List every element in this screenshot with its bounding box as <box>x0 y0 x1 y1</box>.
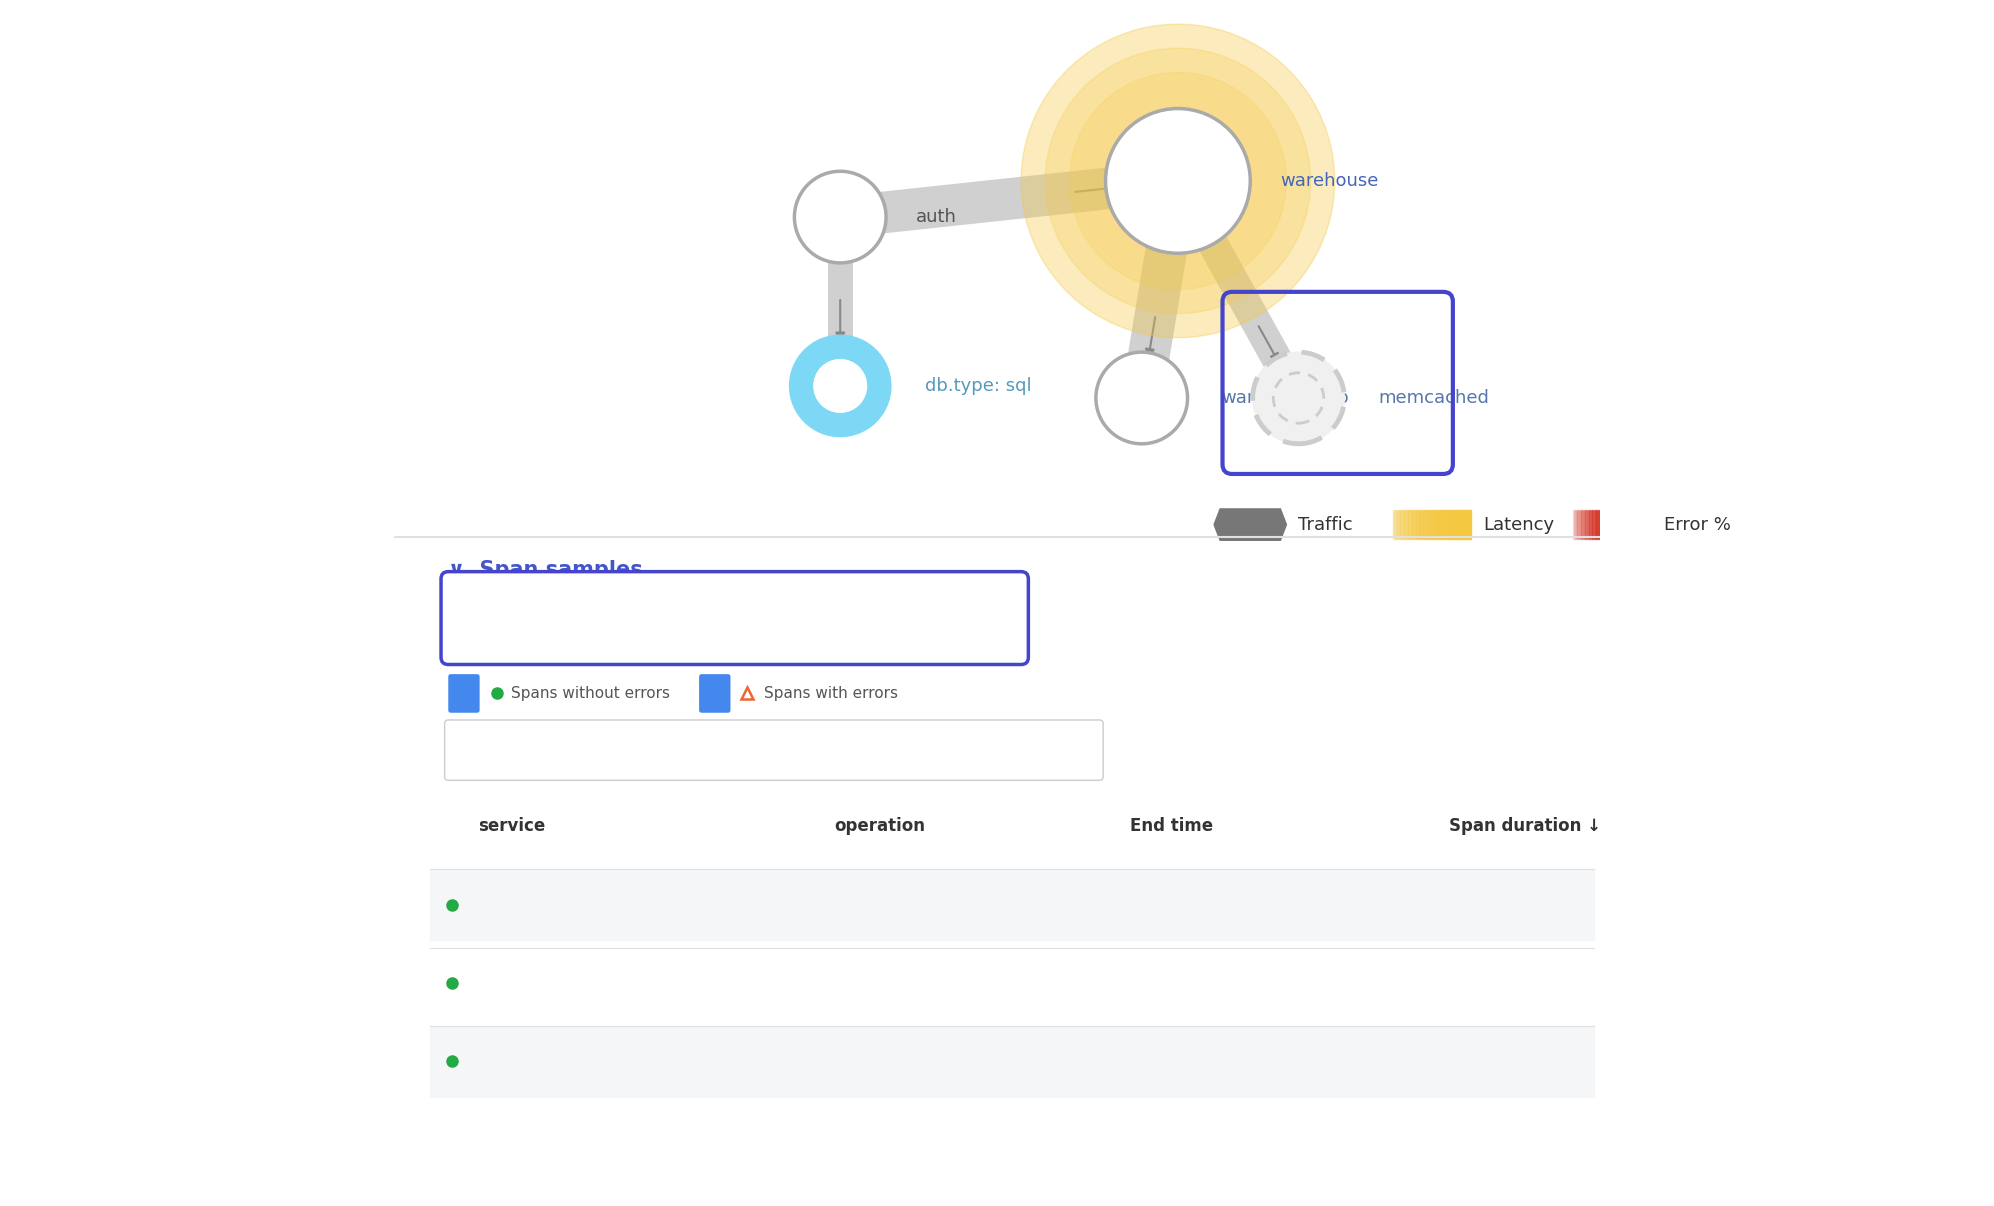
Text: Traffic: Traffic <box>1298 516 1354 533</box>
Text: memcached: memcached <box>479 974 580 991</box>
Text: db.type: sql: db.type: sql <box>925 377 1031 394</box>
Text: Latency: Latency <box>1484 516 1553 533</box>
Text: ✓: ✓ <box>459 687 469 699</box>
Text: service: service <box>479 818 546 835</box>
FancyBboxPatch shape <box>445 720 1103 780</box>
Text: warehouse-db: warehouse-db <box>1220 390 1350 406</box>
Bar <box>431 948 1593 1018</box>
Text: memcached: memcached <box>479 1053 580 1070</box>
Circle shape <box>1045 48 1310 314</box>
Text: get: get <box>833 974 861 991</box>
Circle shape <box>1252 352 1344 444</box>
Bar <box>431 1026 1593 1096</box>
Text: May 1, 15:43:45: May 1, 15:43:45 <box>1131 974 1266 991</box>
FancyBboxPatch shape <box>449 674 481 713</box>
FancyBboxPatch shape <box>441 572 1029 665</box>
Text: warehouse: warehouse <box>1280 172 1378 189</box>
Bar <box>431 870 1593 939</box>
Circle shape <box>1105 109 1250 253</box>
Text: Span duration ↓: Span duration ↓ <box>1450 818 1601 835</box>
Text: get: get <box>833 1053 861 1070</box>
Text: 421.193ms: 421.193ms <box>1450 974 1543 991</box>
Text: get: get <box>833 896 861 913</box>
Text: 399.172ms: 399.172ms <box>1450 1053 1543 1070</box>
Text: ∨  Span samples: ∨ Span samples <box>449 561 642 580</box>
Text: memcached: memcached <box>1378 390 1490 406</box>
Text: auth: auth <box>915 209 957 226</box>
Text: Spans without errors: Spans without errors <box>510 686 670 701</box>
Circle shape <box>1021 24 1334 338</box>
Circle shape <box>1069 72 1286 289</box>
Text: May 1, 15:34:32: May 1, 15:34:32 <box>1131 896 1266 913</box>
Text: operation: operation <box>833 818 925 835</box>
Text: May 1, 15:40:34: May 1, 15:40:34 <box>1131 1053 1266 1070</box>
Circle shape <box>794 171 885 263</box>
Circle shape <box>814 359 867 412</box>
Text: ⌕: ⌕ <box>465 740 477 760</box>
Polygon shape <box>1214 509 1286 540</box>
Text: ✓: ✓ <box>710 687 720 699</box>
Text: End time: End time <box>1131 818 1212 835</box>
Text: Error %: Error % <box>1663 516 1731 533</box>
Circle shape <box>1097 352 1188 444</box>
Text: 429.846ms: 429.846ms <box>1450 896 1543 913</box>
Circle shape <box>790 335 891 437</box>
Text: Spans with errors: Spans with errors <box>764 686 897 701</box>
Text: memcached: memcached <box>479 896 580 913</box>
FancyBboxPatch shape <box>700 674 730 713</box>
Text: Remove filter: Remove filter <box>822 610 939 626</box>
Text: Spans where trace contains spans from: Spans where trace contains spans from <box>467 610 776 626</box>
Text: memcached.: memcached. <box>732 610 839 626</box>
